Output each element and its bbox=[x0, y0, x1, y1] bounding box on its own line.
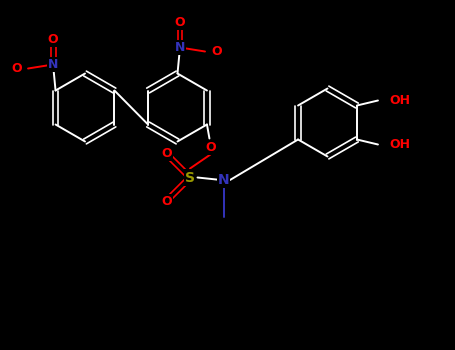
Text: N: N bbox=[217, 173, 229, 187]
Text: O: O bbox=[162, 195, 172, 208]
Text: OH: OH bbox=[389, 138, 410, 151]
Text: S: S bbox=[185, 170, 195, 184]
Text: N: N bbox=[175, 41, 185, 54]
Text: O: O bbox=[162, 147, 172, 160]
Text: O: O bbox=[211, 45, 222, 58]
Text: N: N bbox=[48, 58, 58, 71]
Text: O: O bbox=[11, 62, 22, 75]
Text: O: O bbox=[205, 141, 216, 154]
Text: OH: OH bbox=[389, 94, 410, 107]
Text: O: O bbox=[48, 33, 58, 46]
Text: O: O bbox=[175, 16, 185, 29]
